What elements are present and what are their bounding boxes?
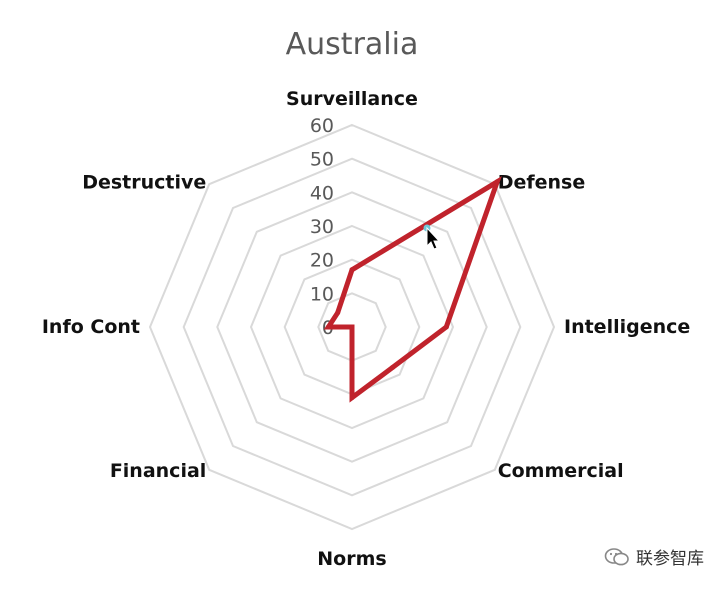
tick-label-30: 30 bbox=[310, 216, 334, 238]
category-labels: Surveillance Defense Intelligence Commercia… bbox=[42, 88, 690, 570]
data-point-financial bbox=[349, 324, 355, 330]
data-point-intelligence bbox=[443, 324, 449, 330]
grid-layer bbox=[148, 123, 556, 531]
data-point-commercial bbox=[390, 365, 395, 370]
category-label-defense: Defense bbox=[498, 171, 586, 193]
tick-label-40: 40 bbox=[310, 182, 334, 204]
category-label-destructive: Destructive bbox=[82, 171, 206, 193]
data-point-info-cont bbox=[325, 324, 331, 330]
watermark: 联参智库 bbox=[604, 544, 704, 569]
data-point-defense bbox=[494, 179, 500, 185]
watermark-text: 联参智库 bbox=[636, 549, 704, 569]
wechat-icon bbox=[604, 547, 629, 565]
grid-ring-30 bbox=[249, 224, 455, 430]
category-label-surveillance: Surveillance bbox=[286, 88, 418, 110]
category-label-intelligence: Intelligence bbox=[564, 316, 690, 338]
category-label-info-cont: Info Cont bbox=[42, 316, 140, 338]
chart-title: Australia bbox=[286, 27, 419, 62]
category-label-financial: Financial bbox=[110, 460, 206, 482]
category-label-commercial: Commercial bbox=[498, 460, 624, 482]
tick-label-50: 50 bbox=[310, 149, 334, 171]
grid-ring-50 bbox=[182, 157, 522, 497]
tick-label-20: 20 bbox=[310, 250, 334, 272]
tick-label-10: 10 bbox=[310, 283, 334, 305]
category-label-norms: Norms bbox=[317, 548, 386, 570]
data-point-norms bbox=[349, 395, 355, 401]
series-layer bbox=[323, 176, 502, 403]
data-point-surveillance bbox=[349, 267, 355, 273]
data-point-destructive bbox=[335, 310, 341, 316]
tick-labels: 0102030405060 bbox=[310, 115, 334, 339]
mouse-pointer-icon bbox=[423, 224, 441, 250]
tick-label-60: 60 bbox=[310, 115, 334, 137]
grid-ring-60 bbox=[148, 123, 556, 531]
cursor-arrow bbox=[426, 226, 441, 250]
grid-ring-40 bbox=[216, 191, 488, 463]
